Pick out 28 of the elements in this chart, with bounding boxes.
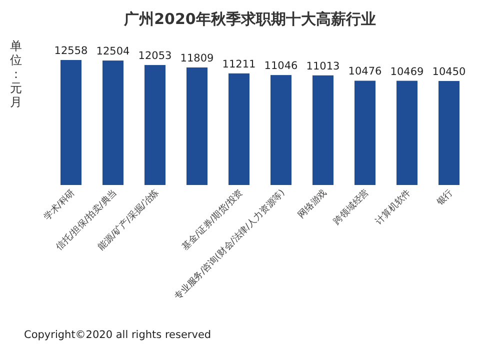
chart-title: 广州2020年秋季求职期十大高薪行业 <box>123 10 376 28</box>
data-label: 10476 <box>348 66 382 78</box>
bar <box>102 60 124 185</box>
bar <box>186 67 208 185</box>
data-label: 12053 <box>138 50 172 62</box>
data-label: 11013 <box>306 60 340 72</box>
bar <box>396 80 418 185</box>
data-label: 11046 <box>264 60 298 72</box>
data-label: 12558 <box>54 45 88 57</box>
y-axis-title: 单位：元月 <box>10 39 22 109</box>
bar <box>228 73 250 185</box>
bar <box>144 65 166 185</box>
data-label: 11211 <box>222 58 256 70</box>
data-label: 12504 <box>96 46 130 58</box>
x-tick-label: 跨领域经营 <box>332 187 372 227</box>
x-tick-label: 计算机软件 <box>374 187 414 227</box>
bar <box>270 75 292 185</box>
x-tick-label: 银行 <box>434 187 456 209</box>
bar <box>438 80 460 185</box>
bar <box>354 80 376 185</box>
x-tick-label: 学术/科研 <box>42 187 78 223</box>
text: Copyright©2020 all rights reserved <box>24 329 212 341</box>
x-tick-label: 网络游戏 <box>296 187 330 221</box>
bar <box>312 75 334 185</box>
data-label: 10469 <box>390 66 424 78</box>
data-label: 10450 <box>432 66 466 78</box>
bar <box>60 60 82 185</box>
data-label: 11809 <box>180 52 214 64</box>
